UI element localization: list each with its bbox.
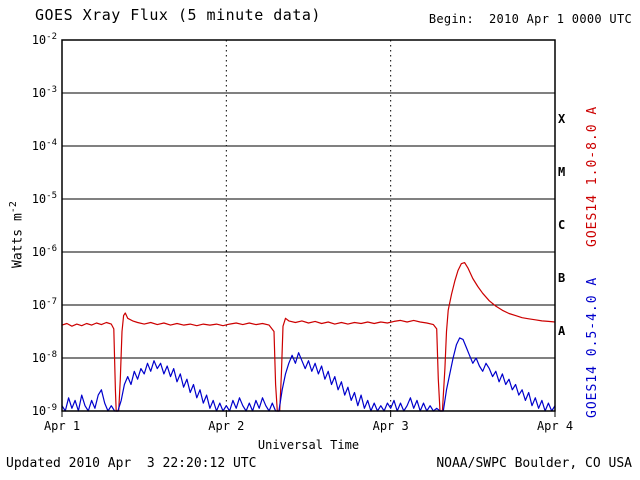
x-tick-label: Apr 2 [208,419,245,433]
y-tick-label: 10-6 [31,244,57,259]
series-line-1 [61,337,556,412]
flare-class-label: B [558,270,566,285]
series-line-0 [61,262,556,412]
series-long-channel-label: GOES14 1.0-8.0 A [585,105,600,247]
x-tick-label: Apr 3 [372,419,409,433]
credit-text: NOAA/SWPC Boulder, CO USA [436,456,632,471]
y-axis-label-base: Watts m [10,213,26,268]
y-tick-label: 10-8 [31,350,57,365]
y-axis-label: Watts m-2 [8,201,25,268]
flare-class-label: C [558,217,566,232]
y-tick-label: 10-5 [31,191,57,206]
flare-class-label: X [558,111,566,126]
begin-timestamp: Begin: 2010 Apr 1 0000 UTC [428,12,632,26]
flare-class-label: M [558,164,566,179]
y-tick-label: 10-7 [31,297,57,312]
y-tick-label: 10-4 [31,138,57,153]
flare-class-label: A [558,323,566,338]
x-tick-label: Apr 1 [43,419,81,433]
y-tick-label: 10-9 [31,403,57,418]
y-tick-label: 10-3 [31,85,57,100]
chart-title: GOES Xray Flux (5 minute data) [35,6,321,24]
series-short-channel-label: GOES14 0.5-4.0 A [585,276,600,418]
x-tick-label: Apr 4 [536,419,574,433]
y-axis-label-exponent: -2 [8,201,19,214]
updated-timestamp: Updated 2010 Apr 3 22:20:12 UTC [6,456,257,471]
x-axis-label: Universal Time [257,438,360,452]
plot-border [61,39,556,412]
y-tick-label: 10-2 [31,32,57,47]
